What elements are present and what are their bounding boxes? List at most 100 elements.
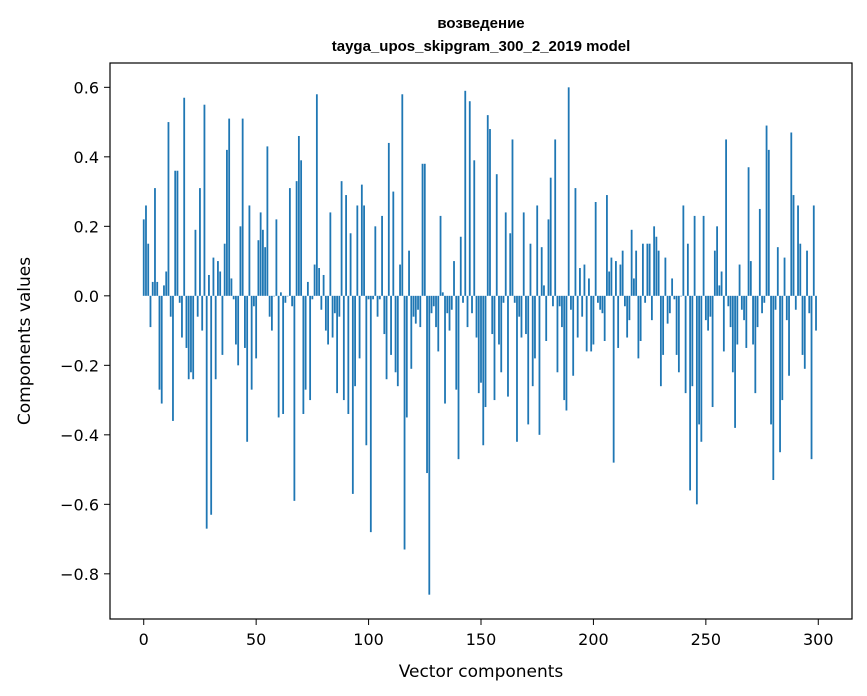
bar-208 [610,257,613,296]
bar-288 [790,132,793,296]
bar-192 [574,188,577,296]
bar-172 [529,243,532,296]
bar-34 [219,271,222,296]
bar-41 [235,295,237,345]
bar-116 [403,295,406,550]
bar-43 [239,226,242,296]
bar-174 [534,295,536,359]
bar-256 [718,285,721,296]
bar-163 [509,233,512,296]
bar-87 [338,295,341,317]
bar-251 [707,295,709,331]
bar-219 [635,250,638,296]
bar-245 [693,215,696,296]
bar-278 [767,149,770,296]
bar-189 [567,87,570,296]
bar-258 [722,295,725,352]
bar-132 [439,215,442,296]
y-tick-label: −0.4 [60,426,99,445]
bar-276 [763,295,766,303]
bar-108 [385,295,388,380]
bar-283 [779,295,781,453]
bar-82 [327,295,329,345]
bar-202 [597,295,599,303]
bar-48 [250,295,253,390]
bar-26 [201,295,204,331]
bar-168 [520,295,523,338]
bar-269 [747,167,750,296]
bar-211 [617,295,620,348]
bar-105 [378,295,381,300]
bar-131 [437,295,440,352]
bar-1 [145,205,147,296]
bar-187 [563,295,566,401]
bar-185 [558,295,561,307]
bar-270 [749,261,752,296]
bar-64 [286,295,289,297]
bar-196 [583,264,586,296]
bar-244 [691,295,694,387]
bar-277 [765,125,768,296]
bar-28 [205,295,208,529]
bar-110 [390,295,392,355]
bar-100 [367,295,370,300]
bar-38 [228,118,231,296]
bar-170 [525,295,527,335]
x-axis-ticks: 0 50 100 150 200 250 300 [139,619,834,649]
bar-164 [511,139,514,296]
bar-232 [664,257,667,296]
bar-24 [196,295,199,317]
bar-206 [606,195,608,296]
bar-254 [713,250,716,296]
bar-297 [810,295,813,460]
bar-151 [482,295,485,446]
bar-223 [644,295,647,303]
bar-67 [293,295,296,501]
bar-231 [662,295,665,355]
bar-65 [288,188,291,296]
bar-21 [190,295,192,373]
bar-138 [453,261,455,296]
bar-195 [581,295,584,317]
bar-12 [169,295,172,317]
bar-101 [369,295,372,533]
bar-58 [273,295,276,297]
y-axis-ticks: −0.8 −0.6 −0.4 −0.2 0.0 0.2 0.4 0.6 [60,78,110,584]
bar-281 [774,295,777,310]
bar-160 [502,295,505,303]
bar-97 [360,184,363,296]
bar-75 [311,295,314,300]
bar-77 [315,94,318,296]
bar-152 [484,295,487,408]
bar-123 [419,295,422,328]
bar-183 [554,139,557,296]
bar-158 [498,295,500,345]
bar-81 [324,295,327,331]
bar-243 [689,295,692,491]
bar-250 [704,295,707,321]
bar-197 [585,295,588,352]
bar-136 [448,295,451,331]
bar-36 [223,243,226,296]
bar-225 [648,243,651,296]
bar-221 [639,295,642,341]
bar-68 [295,181,298,296]
bar-161 [504,212,507,296]
bar-275 [761,295,763,314]
bar-23 [194,229,197,296]
bar-156 [493,295,496,401]
bar-162 [507,295,509,397]
bar-62 [282,295,285,414]
bar-109 [387,142,390,296]
bar-35 [221,295,224,355]
bar-230 [659,295,662,387]
bar-148 [475,295,478,338]
bar-265 [738,264,741,296]
bar-46 [246,295,249,442]
bar-51 [257,240,260,296]
bar-173 [531,295,534,387]
bar-102 [372,295,374,300]
bar-226 [650,295,653,321]
bar-86 [336,295,338,394]
bar-201 [594,202,597,296]
